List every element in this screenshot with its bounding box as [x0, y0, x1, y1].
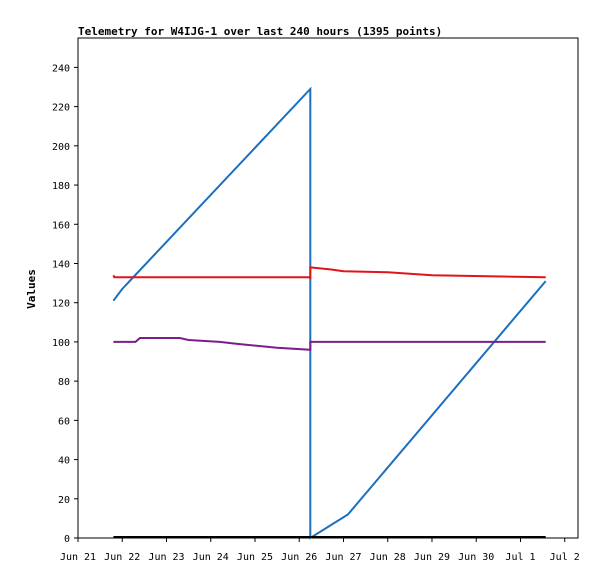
chart-title: Telemetry for W4IJG-1 over last 240 hour…	[78, 25, 442, 38]
series-line-3	[113, 337, 546, 351]
x-tick-label: Jul 1	[505, 552, 535, 563]
y-axis-ticks: 0 20 40 60 80 100 120 140 160 180 200 220 240	[52, 63, 78, 545]
series-line-2	[112, 266, 546, 280]
x-tick-label: Jun 28	[370, 552, 406, 563]
y-tick-label: 80	[58, 377, 70, 388]
y-tick-label: 240	[52, 63, 70, 74]
x-tick-label: Jun 24	[193, 552, 229, 563]
y-tick-label: 40	[58, 456, 70, 467]
x-axis-ticks: Jun 21 Jun 22 Jun 23 Jun 24 Jun 25 Jun 26 Jun …	[60, 538, 580, 563]
series-group	[112, 86, 547, 540]
y-tick-label: 100	[52, 338, 70, 349]
x-tick-label: Jun 21	[60, 552, 96, 563]
y-tick-label: 20	[58, 495, 70, 506]
x-tick-label: Jun 23	[148, 552, 184, 563]
x-tick-label: Jun 26	[281, 552, 317, 563]
y-tick-label: 160	[52, 220, 70, 231]
x-tick-label: Jun 30	[458, 552, 494, 563]
x-tick-label: Jun 25	[237, 552, 273, 563]
y-tick-label: 0	[64, 534, 70, 545]
x-tick-label: Jul 2	[550, 552, 580, 563]
y-tick-label: 180	[52, 181, 70, 192]
y-tick-label: 140	[52, 259, 70, 270]
y-axis-label: Values	[25, 269, 38, 309]
plot-frame	[77, 37, 579, 539]
y-tick-label: 120	[52, 299, 70, 310]
y-tick-label: 60	[58, 416, 70, 427]
x-tick-label: Jun 22	[104, 552, 140, 563]
y-tick-label: 220	[52, 103, 70, 114]
x-tick-label: Jun 29	[414, 552, 450, 563]
series-line-1	[112, 86, 547, 540]
x-tick-label: Jun 27	[325, 552, 361, 563]
y-tick-label: 200	[52, 142, 70, 153]
